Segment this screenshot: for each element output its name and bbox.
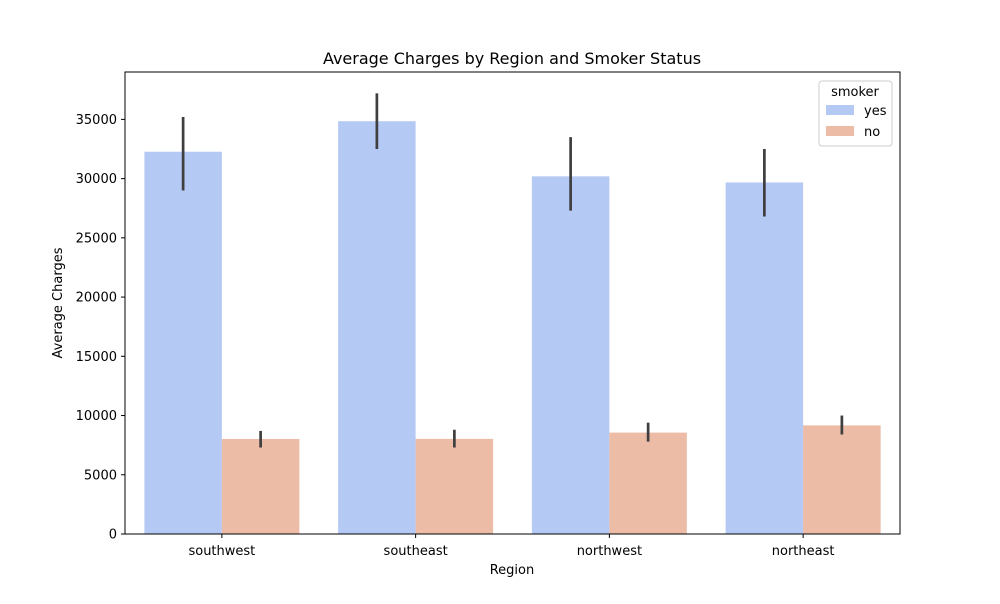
x-axis-label: Region	[490, 563, 535, 578]
errorbars-layer	[181, 93, 844, 448]
y-tick-label: 0	[109, 528, 117, 543]
bars-layer	[144, 121, 881, 535]
plot-frame	[124, 71, 901, 535]
x-tick-label: southeast	[384, 544, 448, 559]
y-tick-label: 30000	[76, 172, 117, 187]
bar-no-northeast	[803, 425, 881, 534]
y-tick-label: 20000	[76, 291, 117, 306]
bar-yes-southwest	[144, 151, 222, 534]
y-tick-label: 15000	[76, 350, 117, 365]
y-tick-label: 25000	[76, 231, 117, 246]
legend-entries: yes no	[826, 104, 887, 140]
y-tick-label: 10000	[76, 409, 117, 424]
axes-layer: 0 5000 10000 15000 20000 25000 30000 35000 south…	[76, 71, 901, 559]
x-tick-label: northeast	[772, 544, 835, 559]
bar-yes-northwest	[531, 176, 610, 534]
legend: smoker yes no	[818, 80, 893, 147]
y-axis-label: Average Charges	[51, 247, 66, 358]
x-tick-label: northwest	[577, 544, 642, 559]
y-tick-label: 35000	[76, 113, 117, 128]
x-tick-label: southwest	[188, 544, 255, 559]
bar-yes-southeast	[338, 121, 416, 535]
bar-no-southeast	[415, 438, 494, 534]
bar-no-northwest	[609, 432, 687, 534]
legend-label-no: no	[864, 125, 880, 140]
bar-no-southwest	[221, 438, 300, 534]
legend-swatch-yes	[826, 105, 854, 115]
legend-title: smoker	[831, 85, 879, 100]
chart-title: Average Charges by Region and Smoker Sta…	[323, 49, 701, 68]
legend-swatch-no	[826, 126, 854, 136]
bar-yes-northeast	[725, 182, 804, 534]
y-tick-label: 5000	[84, 468, 117, 483]
legend-label-yes: yes	[864, 104, 887, 119]
